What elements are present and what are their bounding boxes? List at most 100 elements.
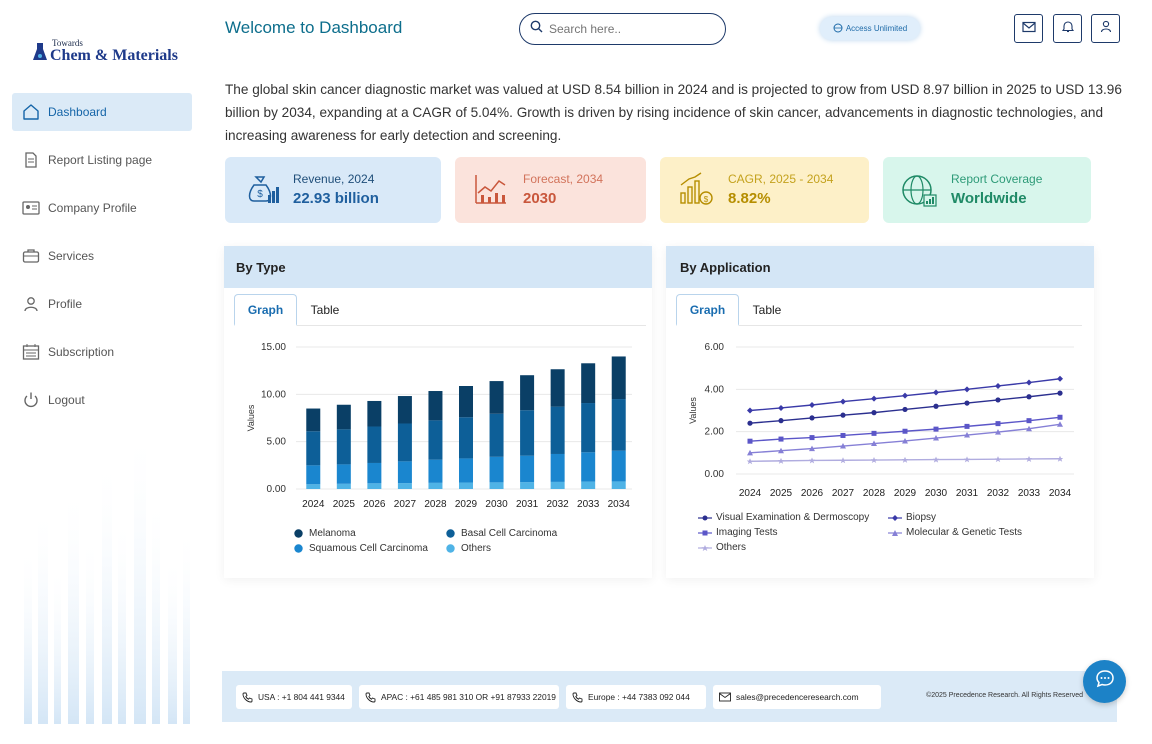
contact-email-text: sales@precedenceresearch.com: [736, 692, 859, 702]
briefcase-icon: [22, 247, 40, 265]
sidebar-item-label: Dashboard: [48, 105, 107, 119]
x-tick-label: 2027: [394, 499, 417, 510]
card-value: 22.93 billion: [293, 190, 379, 207]
legend-label: Melanoma: [309, 528, 356, 539]
data-point: [995, 421, 1001, 427]
x-tick-label: 2033: [577, 499, 600, 510]
sidebar-item-profile[interactable]: Profile: [12, 285, 192, 323]
bar-segment: [459, 482, 473, 489]
account-button[interactable]: [1091, 14, 1120, 43]
bar-segment: [428, 391, 443, 421]
sidebar-item-label: Subscription: [48, 345, 115, 359]
legend-label: Molecular & Genetic Tests: [906, 527, 1022, 538]
data-point: [902, 428, 908, 434]
sidebar-item-logout[interactable]: Logout: [12, 381, 192, 419]
bar-segment: [336, 483, 351, 489]
tab-table[interactable]: Table: [752, 303, 782, 317]
sidebar-item-report-listing[interactable]: Report Listing page: [12, 141, 192, 179]
tab-table[interactable]: Table: [310, 303, 340, 317]
coverage-card: Report Coverage Worldwide: [883, 157, 1091, 223]
y-tick-label: 0.00: [267, 484, 287, 495]
tab-graph[interactable]: Graph: [234, 294, 297, 326]
tab-graph[interactable]: Graph: [676, 294, 739, 326]
home-icon: [22, 103, 40, 121]
access-badge[interactable]: Access Unlimited: [820, 17, 920, 40]
bar-segment: [397, 483, 412, 489]
data-point: [871, 440, 877, 447]
x-tick-label: 2031: [956, 488, 979, 499]
y-tick-label: 2.00: [705, 427, 725, 438]
data-point: [746, 458, 754, 465]
bar-segment: [550, 453, 565, 482]
footer: USA : +1 804 441 9344 APAC : +61 485 981…: [222, 671, 1117, 722]
data-point: [809, 445, 815, 452]
contact-apac[interactable]: APAC : +61 485 981 310 OR +91 87933 2201…: [359, 685, 559, 709]
y-tick-label: 10.00: [261, 389, 286, 400]
bar-segment: [397, 461, 412, 484]
contact-usa[interactable]: USA : +1 804 441 9344: [236, 685, 352, 709]
bar-segment: [550, 369, 565, 407]
x-tick-label: 2028: [424, 499, 447, 510]
contact-email[interactable]: sales@precedenceresearch.com: [713, 685, 881, 709]
x-tick-label: 2028: [863, 488, 886, 499]
power-icon: [22, 391, 40, 409]
contact-europe-text: Europe : +44 7383 092 044: [588, 692, 690, 702]
data-point: [1056, 455, 1064, 462]
by-application-tabs: Graph Table: [676, 294, 1082, 326]
globe-icon: [902, 175, 937, 207]
copyright: ©2025 Precedence Research. All Rights Re…: [926, 692, 1083, 699]
brand-logo[interactable]: Towards Chem & Materials: [30, 38, 180, 68]
legend-swatch: [698, 515, 712, 520]
search-box[interactable]: [519, 13, 726, 45]
search-input[interactable]: [547, 21, 707, 37]
sidebar-item-subscription[interactable]: Subscription: [12, 333, 192, 371]
data-point: [840, 412, 846, 418]
data-point: [778, 447, 784, 454]
legend-swatch: [446, 529, 455, 538]
data-point: [1057, 414, 1063, 420]
legend-swatch: [446, 544, 455, 553]
sidebar-item-label: Services: [48, 249, 95, 263]
mail-button[interactable]: [1014, 14, 1043, 43]
bar-segment: [428, 482, 443, 489]
legend-item: Basal Cell Carcinoma: [446, 528, 557, 539]
by-application-panel: By Application Graph Table 0.00 2.00 4.00 6…: [666, 246, 1094, 578]
chat-icon: [1095, 669, 1115, 694]
legend-label: Biopsy: [906, 512, 937, 523]
legend-swatch: [888, 514, 902, 521]
by-type-tabs: Graph Table: [234, 294, 646, 326]
legend-item: Others: [698, 542, 746, 553]
growth-coins-icon: $: [680, 172, 713, 205]
sidebar-item-company-profile[interactable]: Company Profile: [12, 189, 192, 227]
flask-icon: [33, 43, 47, 60]
search-icon: [530, 20, 543, 38]
svg-text:$: $: [257, 189, 263, 200]
user-icon: [22, 295, 40, 313]
data-point: [808, 457, 816, 464]
bell-icon: [1061, 20, 1074, 38]
legend-swatch: [294, 544, 303, 553]
contact-apac-text: APAC : +61 485 981 310 OR +91 87933 2201…: [381, 692, 556, 702]
legend-label: Squamous Cell Carcinoma: [309, 543, 428, 554]
sidebar-item-label: Report Listing page: [48, 153, 153, 167]
user-icon: [1100, 20, 1112, 38]
data-point: [870, 457, 878, 464]
data-point: [964, 423, 970, 429]
notifications-button[interactable]: [1053, 14, 1082, 43]
card-value: 2030: [523, 190, 557, 207]
sidebar-item-label: Profile: [48, 297, 83, 311]
bar-segment: [306, 465, 321, 485]
sidebar-item-services[interactable]: Services: [12, 237, 192, 275]
y-axis-label: Values: [246, 404, 256, 431]
legend-item: Imaging Tests: [698, 527, 778, 538]
data-point: [933, 389, 939, 396]
data-point: [901, 456, 909, 463]
data-point: [995, 397, 1001, 403]
contact-europe[interactable]: Europe : +44 7383 092 044: [566, 685, 706, 709]
brand-towards: Towards: [52, 38, 83, 48]
legend-swatch: [294, 529, 303, 538]
chat-button[interactable]: [1083, 660, 1126, 703]
x-tick-label: 2027: [832, 488, 855, 499]
forecast-card: Forecast, 2034 2030: [455, 157, 646, 223]
sidebar-item-dashboard[interactable]: Dashboard: [12, 93, 192, 131]
